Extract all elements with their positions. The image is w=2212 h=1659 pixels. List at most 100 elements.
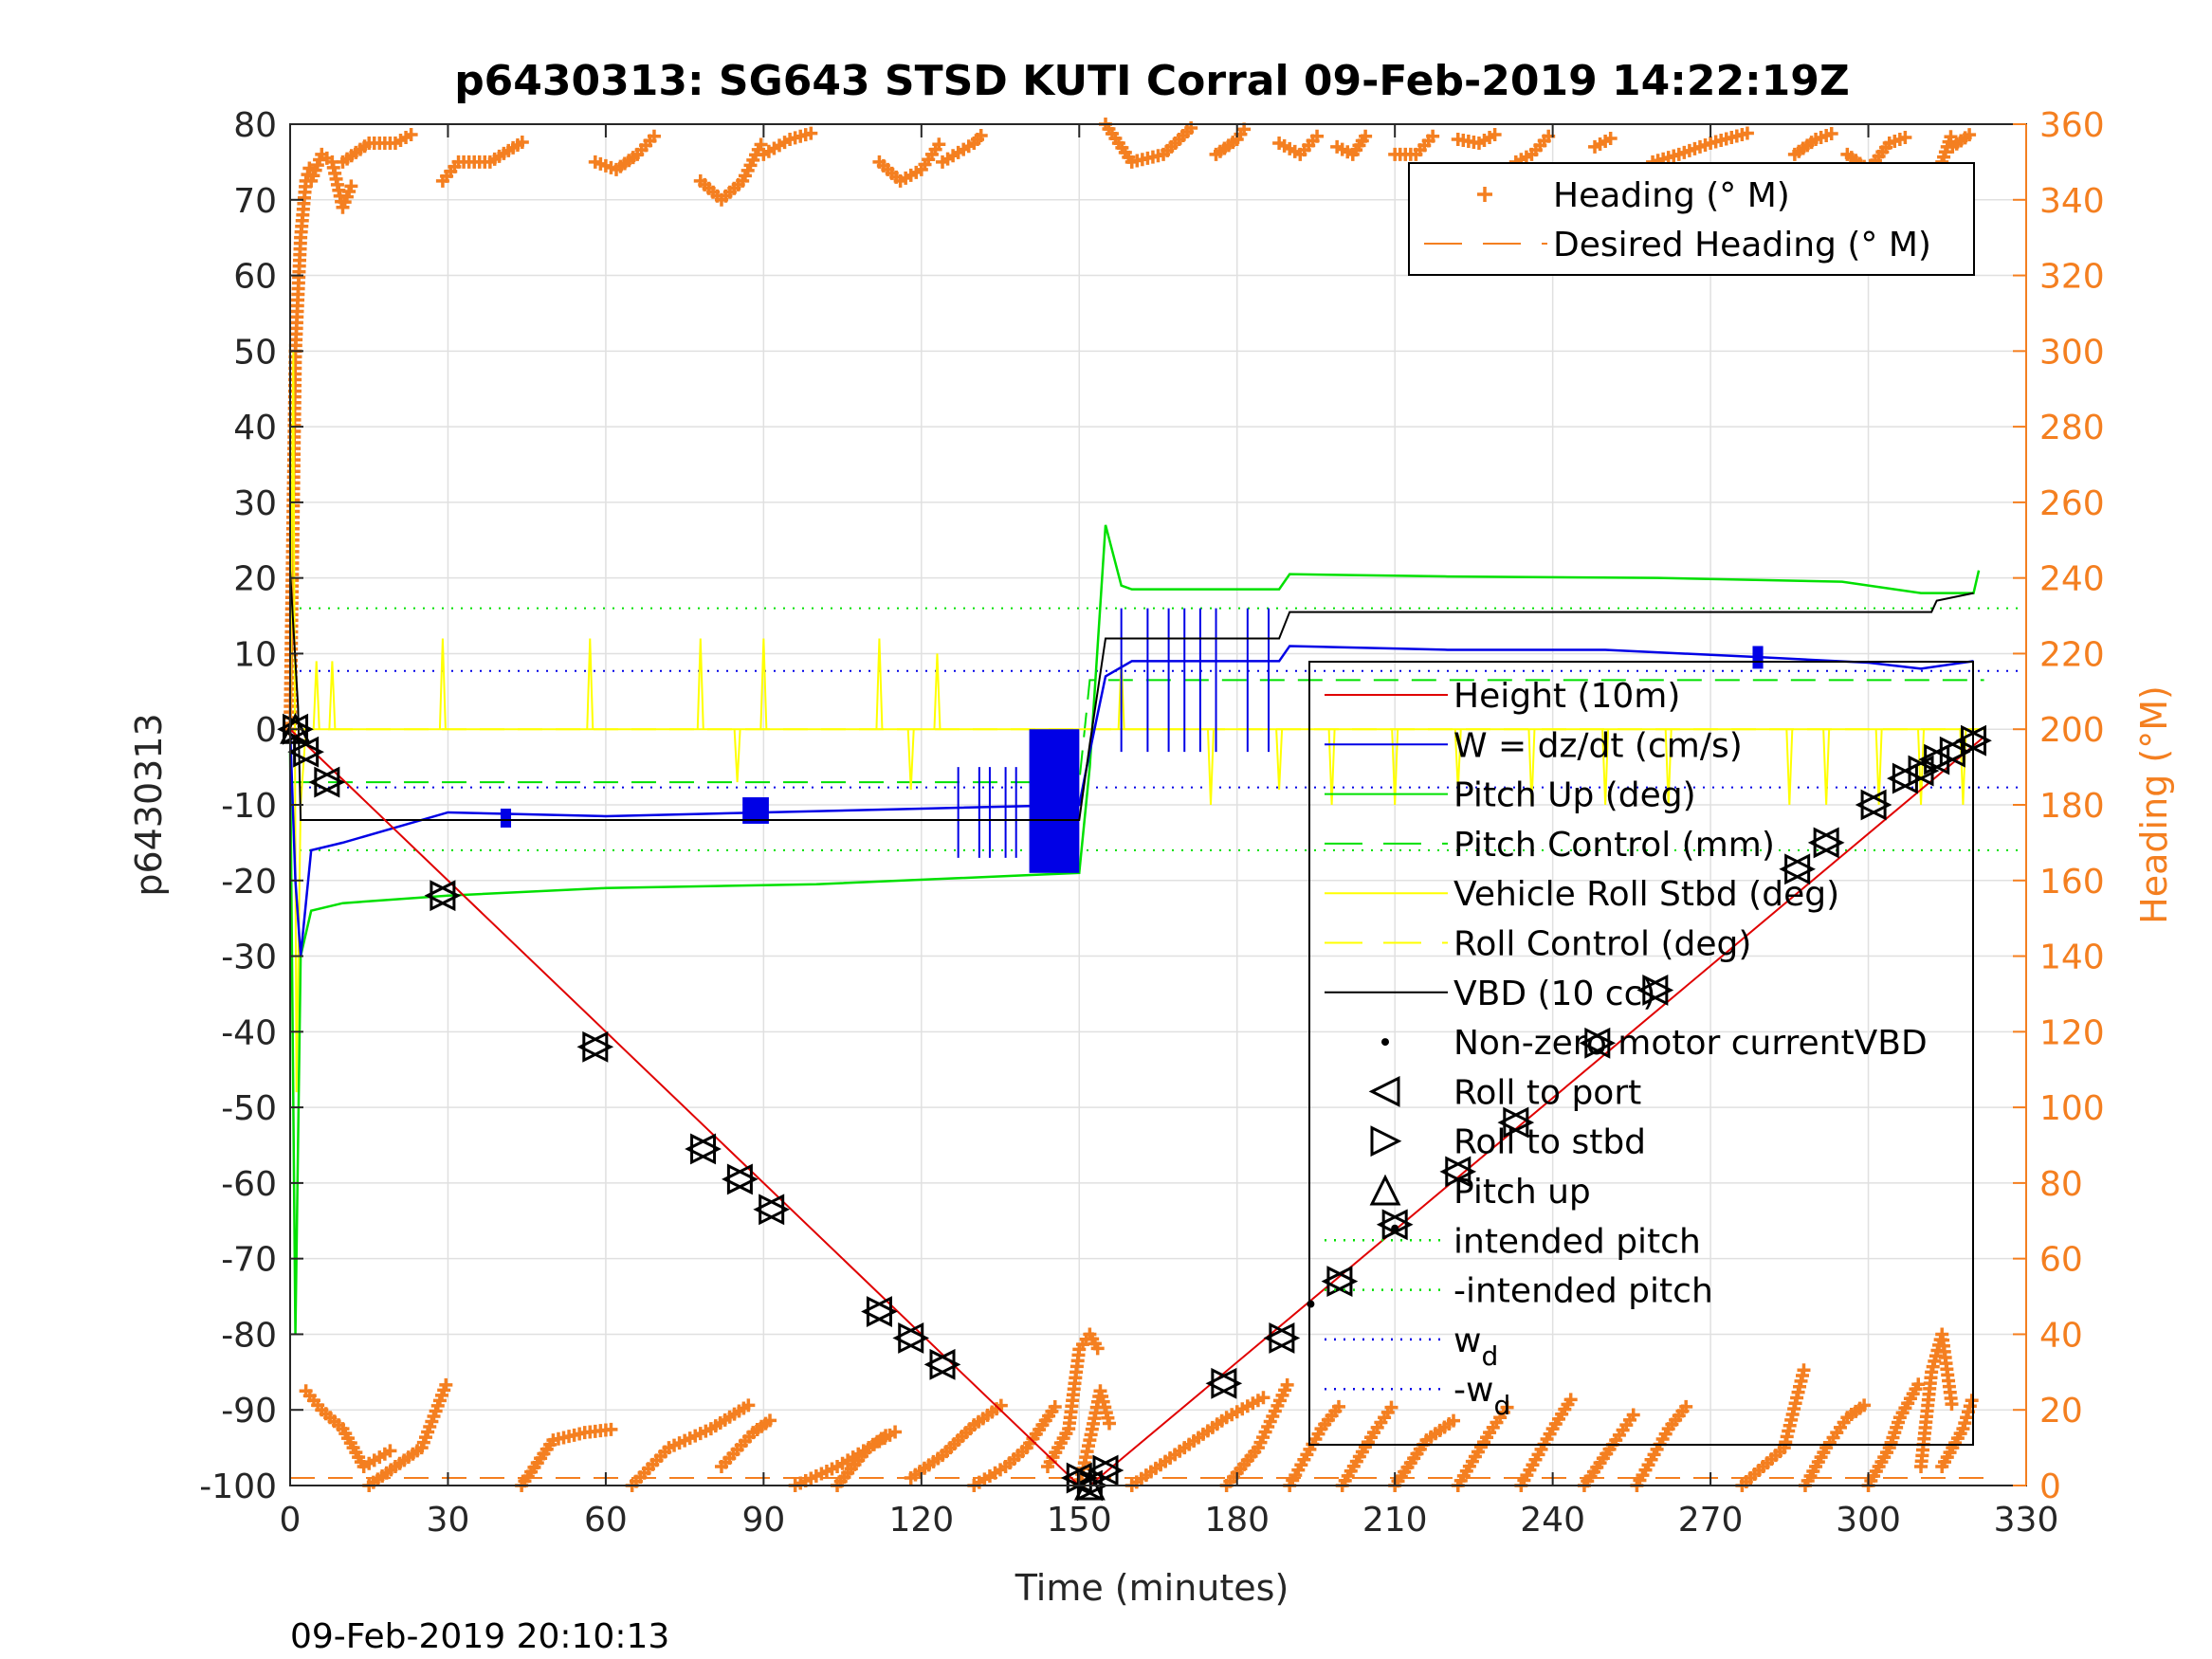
roll-spike [1206,729,1215,806]
legend-heading-swatch [1477,187,1492,202]
legend-label-text: Pitch up [1453,1173,1591,1212]
heading-point-high [804,126,818,140]
roll-to-port-marker [722,1163,753,1195]
roll-to-stbd-marker [1445,1156,1477,1188]
legend-label-text: intended pitch [1453,1222,1701,1261]
x-tick-label: 30 [427,1501,470,1540]
y-tick-label: 70 [233,182,277,221]
heading-point-low [1280,1377,1294,1392]
heading-point-low [1500,1400,1514,1414]
roll-to-port-marker [1205,1367,1237,1399]
y-tick-label: 60 [233,258,277,297]
legend-main-label: Roll to stbd [1453,1123,1646,1162]
roll-to-port-marker [1376,1209,1408,1241]
legend-label-text: Pitch Up (deg) [1453,776,1696,815]
y-tick-label: -80 [221,1316,277,1355]
x-tick-label: 0 [280,1501,302,1540]
roll-to-stbd-marker [1211,1367,1243,1399]
y-tick-label: 30 [233,484,277,523]
legend-label-text: VBD (10 cc) [1453,975,1655,1013]
roll-spike [875,638,884,730]
heading-point-high [1963,128,1977,142]
pitch-line [288,524,1981,1335]
w-blob [500,808,512,828]
y-tick-label: -90 [221,1392,277,1431]
y-right-tick-label: 220 [2039,635,2105,674]
x-tick-label: 60 [584,1501,628,1540]
legend-label-text: Non-zero motor currentVBD [1453,1024,1928,1063]
roll-to-port-marker [1579,1027,1611,1059]
heading-point-high [1310,129,1325,143]
heading-point-low [1911,1377,1926,1392]
heading-point-high [1944,130,1958,144]
footer-timestamp: 09-Feb-2019 20:10:13 [290,1617,669,1656]
roll-to-stbd-marker [726,1163,759,1195]
y-right-tick-label: 160 [2039,863,2105,902]
heading-point-low [1332,1399,1345,1413]
roll-to-port-marker [1779,853,1811,885]
legend-main-label: -intended pitch [1453,1272,1713,1311]
legend-label-text: Height (10m) [1453,677,1680,716]
legend-label-text: Pitch Control (mm) [1453,826,1775,865]
legend-heading: Heading (° M) Desired Heading (° M) [1408,162,1975,276]
roll-to-port-marker [753,1194,785,1226]
roll-spike [1275,729,1284,791]
roll-to-stbd-marker [1642,975,1674,1006]
x-tick-label: 90 [741,1501,785,1540]
roll-spike [759,638,768,730]
roll-spike [1822,729,1831,806]
x-tick-label: 240 [1520,1501,1585,1540]
legend-label-text: Roll Control (deg) [1453,925,1751,964]
heading-point-low [439,1377,453,1392]
x-tick-label: 210 [1362,1501,1428,1540]
roll-spike [906,729,915,791]
heading-point-low [888,1425,903,1439]
roll-spike [1453,729,1462,791]
legend-top-label: Desired Heading (° M) [1553,226,1931,264]
heading-point-high [1824,126,1838,140]
roll-to-port-marker [1807,827,1839,859]
chart-title: p6430313: SG643 STSD KUTI Corral 09-Feb-… [454,57,1850,105]
legend-label-text: -intended pitch [1453,1272,1713,1311]
heading-point-high [515,135,529,149]
roll-spike [733,729,741,783]
legend-label-text: Vehicle Roll Stbd (deg) [1453,875,1839,914]
roll-spike [696,638,704,730]
legend-label-subscript: d [1493,1390,1510,1421]
y-right-tick-label: 340 [2039,182,2105,221]
roll-to-port-marker [1887,762,1918,794]
heading-point-high [1426,129,1440,143]
roll-to-port-marker [576,1030,609,1063]
heading-point-low [1447,1413,1461,1428]
heading-point-low [1965,1394,1979,1408]
roll-initial-spike [289,351,307,1093]
roll-to-port-marker [923,1348,956,1380]
roll-spike [1391,729,1399,806]
legend-main-label: Vehicle Roll Stbd (deg) [1453,875,1839,914]
legend-label-text: Roll to stbd [1453,1123,1646,1162]
y-right-tick-label: 40 [2039,1316,2083,1355]
roll-to-port-marker [1855,789,1887,821]
roll-spike [586,638,594,730]
y-right-tick-label: 280 [2039,409,2105,447]
legend-main-label: intended pitch [1453,1222,1701,1261]
legend-swatch-dot [1381,1038,1389,1047]
y-right-tick-label: 0 [2039,1468,2061,1506]
w-oscillation-block [1029,729,1080,873]
roll-to-port-marker [1321,1266,1353,1298]
legend-main-label: -wd [1453,1371,1510,1421]
heading-point-low [1048,1400,1062,1414]
roll-to-stbd-marker [1813,827,1845,859]
y-tick-label: 0 [255,711,277,750]
pitch-control-line [290,679,1984,784]
roll-to-port-marker [1918,743,1950,775]
roll-to-stbd-marker [1784,853,1816,885]
x-tick-label: 300 [1836,1501,1901,1540]
y-tick-label: -60 [221,1165,277,1204]
heading-point-high [344,179,358,193]
y-right-tick-label: 260 [2039,484,2105,523]
heading-point-low [741,1398,756,1413]
y-tick-label: 80 [233,106,277,145]
roll-to-port-marker [308,766,340,798]
legend-main-label: Height (10m) [1453,677,1680,716]
